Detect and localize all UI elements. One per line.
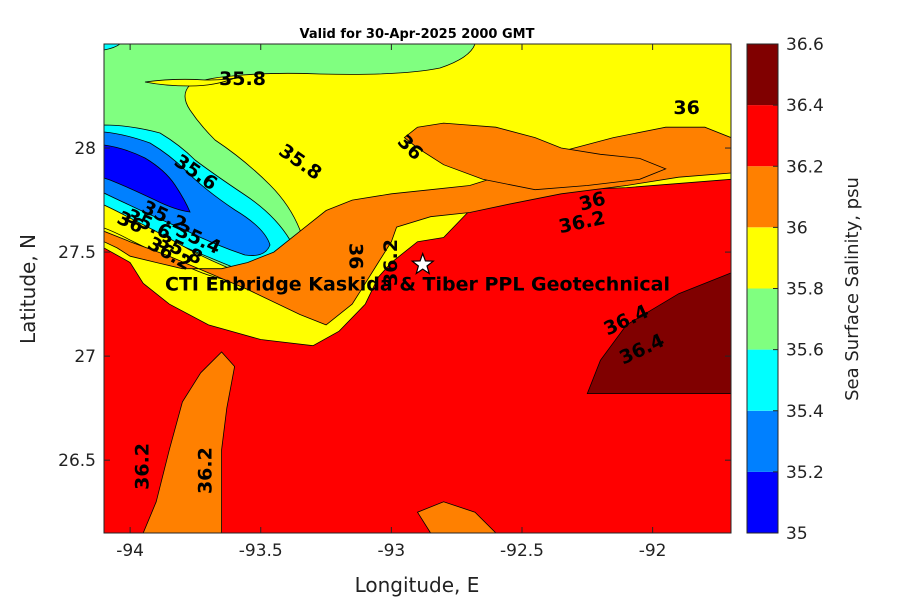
x-tick-label-2: -93 — [377, 541, 405, 561]
colorbar-swatch-0 — [747, 471, 778, 533]
contour-label-18: 36.2 — [194, 447, 216, 494]
region-level-36-4-1 — [586, 272, 731, 395]
colorbar-tick-label-0: 35 — [786, 524, 808, 544]
region-35-0-blue — [104, 144, 191, 213]
contour-label-17: 36.2 — [132, 443, 154, 490]
x-axis-label: Longitude, E — [355, 573, 480, 597]
site-star-marker — [410, 251, 435, 275]
colorbar-swatch-7 — [747, 44, 778, 106]
colorbar-tick-label-8: 36.6 — [786, 35, 824, 55]
colorbar-swatch-1 — [747, 410, 778, 472]
colorbar-tick-label-5: 36 — [786, 218, 808, 238]
region-35-8-notch — [144, 77, 236, 87]
region-level-36-3 — [403, 122, 667, 191]
x-tick-label-3: -92.5 — [500, 541, 544, 561]
y-tick-label-3: 28 — [74, 139, 96, 159]
chart-title: Valid for 30-Apr-2025 2000 GMT — [300, 27, 535, 42]
colorbar-swatch-2 — [747, 349, 778, 411]
region-level-36-5 — [416, 501, 497, 533]
colorbar-tick-label-7: 36.4 — [786, 96, 824, 116]
y-tick-label-1: 27 — [74, 347, 96, 367]
region-level-36-4 — [142, 351, 236, 533]
x-axis-ticks: -94 -93.5 -93 -92.5 -92 — [116, 44, 667, 561]
plot-frame — [103, 43, 732, 534]
x-tick-label-1: -93.5 — [239, 541, 283, 561]
contour-label-13: 36 — [344, 243, 366, 269]
y-axis-label: Latitude, N — [16, 234, 40, 344]
x-tick-label-0: -94 — [116, 541, 144, 561]
colorbar — [747, 44, 778, 533]
colorbar-ticks: 35 35.2 35.4 35.6 35.8 36 36.2 36.4 36.6 — [773, 35, 824, 544]
colorbar-tick-label-3: 35.6 — [786, 341, 824, 361]
site-annotation: CTI Enbridge Kaskida & Tiber PPL Geotech… — [165, 273, 670, 295]
contour-label-14: 36.2 — [380, 239, 402, 286]
colorbar-tick-label-2: 35.4 — [786, 402, 824, 422]
colorbar-swatch-5 — [747, 166, 778, 228]
x-tick-label-4: -92 — [639, 541, 667, 561]
region-level-36-2-0 — [104, 178, 731, 533]
y-tick-label-0: 26.5 — [58, 451, 96, 471]
colorbar-tick-label-1: 35.2 — [786, 463, 824, 483]
contour-label-1: 36 — [673, 97, 699, 119]
y-tick-label-2: 27.5 — [58, 243, 96, 263]
colorbar-tick-label-4: 35.8 — [786, 280, 824, 300]
colorbar-tick-label-6: 36.2 — [786, 157, 824, 177]
colorbar-swatch-6 — [747, 105, 778, 167]
salinity-regions — [104, 122, 731, 533]
y-axis-ticks: 26.5 27 27.5 28 — [58, 139, 731, 471]
colorbar-swatch-3 — [747, 288, 778, 350]
colorbar-label: Sea Surface Salinity, psu — [842, 177, 863, 401]
contour-label-0: 35.8 — [219, 68, 266, 90]
colorbar-swatch-4 — [747, 227, 778, 289]
